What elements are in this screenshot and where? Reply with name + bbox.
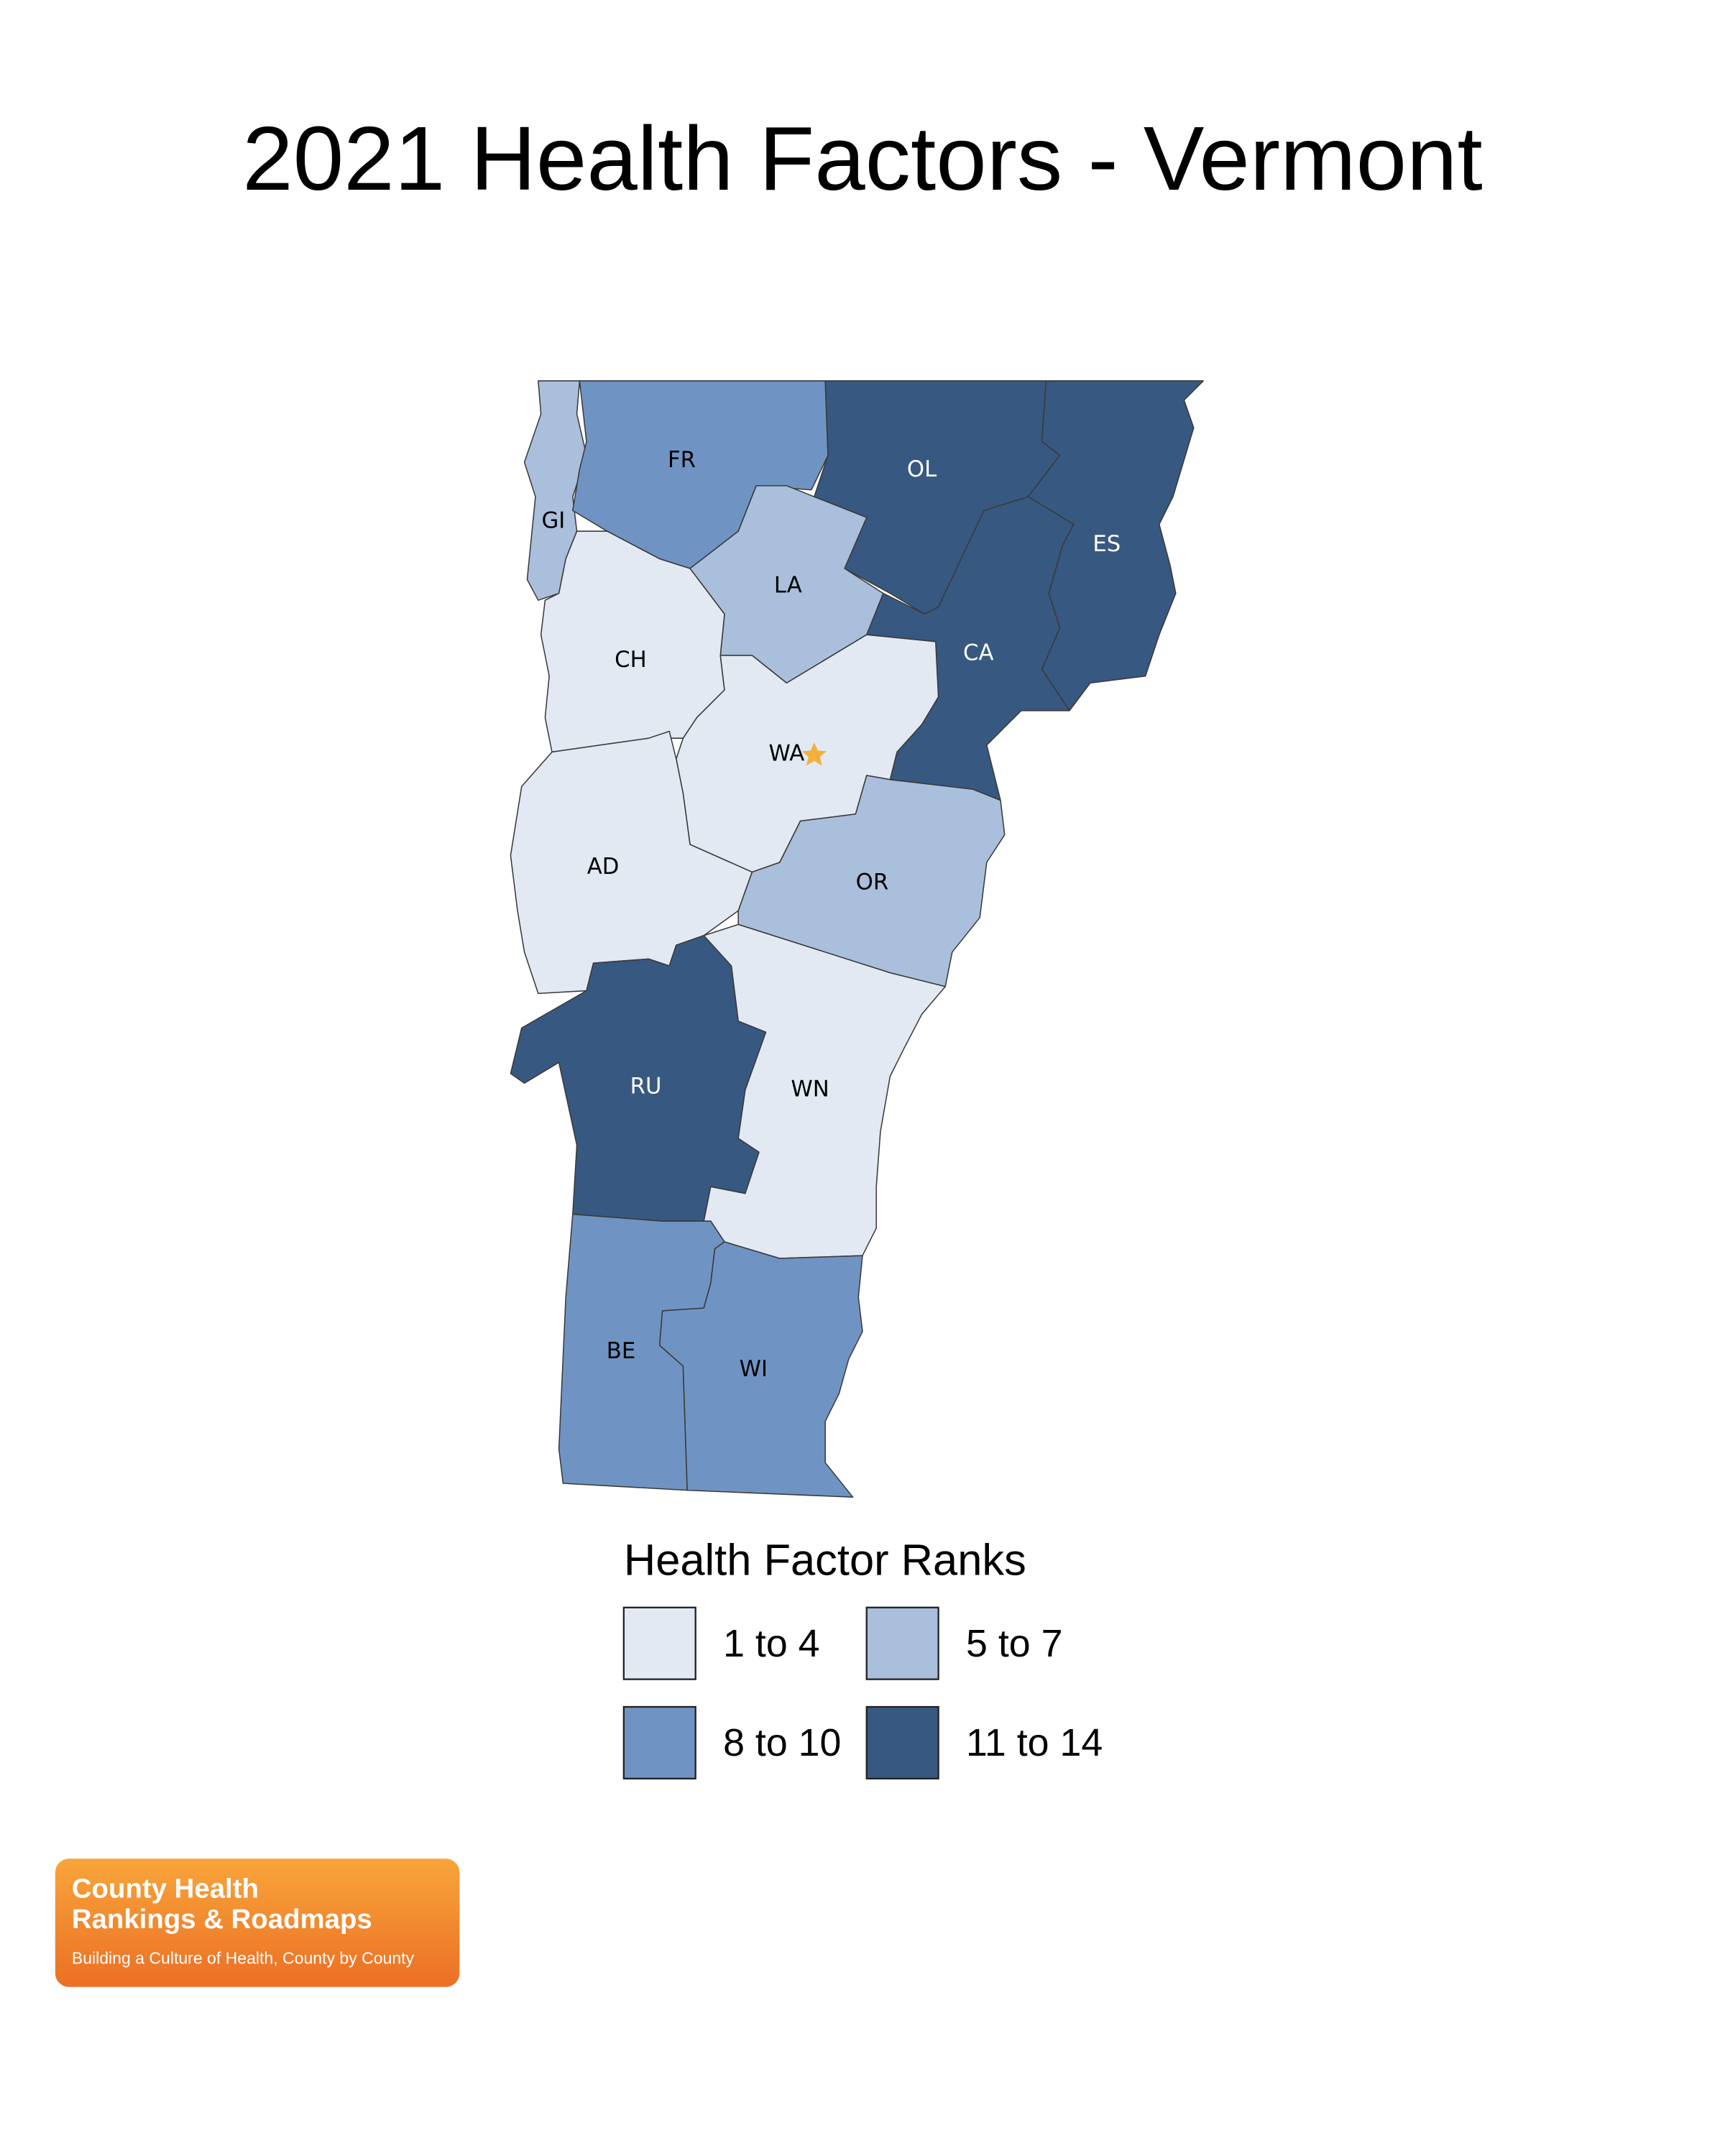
county-label: OR — [856, 869, 889, 895]
legend-swatch — [622, 1705, 696, 1780]
county-label: GI — [541, 507, 565, 533]
logo-badge — [55, 1858, 460, 1987]
legend-swatch — [622, 1606, 696, 1680]
legend-swatch — [865, 1705, 939, 1780]
county-label: CA — [963, 640, 993, 666]
logo-tagline: Building a Culture of Health, County by … — [72, 1948, 415, 1967]
county-label: ES — [1092, 531, 1121, 557]
counties: GI FR OL ES CA LA CH WA AD OR RU WN BE WI — [510, 380, 1205, 1498]
map-title: 2021 Health Factors - Vermont — [242, 107, 1482, 209]
legend-label: 1 to 4 — [723, 1622, 819, 1665]
county-label: RU — [630, 1073, 662, 1099]
county-label: OL — [907, 456, 937, 482]
capital-star — [801, 742, 827, 766]
legend-swatch — [865, 1606, 939, 1680]
county-label: BE — [607, 1338, 635, 1364]
county — [658, 1241, 863, 1498]
county-label: LA — [774, 573, 802, 599]
county-label: FR — [668, 447, 696, 473]
county-label: WN — [791, 1076, 829, 1102]
county-label: WI — [740, 1356, 768, 1382]
legend-label: 11 to 14 — [966, 1721, 1103, 1764]
county-label: AD — [587, 854, 620, 880]
county-label: WA — [769, 741, 805, 767]
legend: 1 to 4 5 to 7 8 to 10 11 to 14 — [622, 1606, 1103, 1780]
legend-label: 5 to 7 — [966, 1622, 1062, 1665]
county-label: CH — [615, 647, 647, 673]
legend-label: 8 to 10 — [723, 1721, 841, 1764]
logo-line: Rankings & Roadmaps — [72, 1904, 372, 1935]
legend-title: Health Factor Ranks — [624, 1536, 1026, 1585]
logo-line: County Health — [72, 1874, 259, 1904]
